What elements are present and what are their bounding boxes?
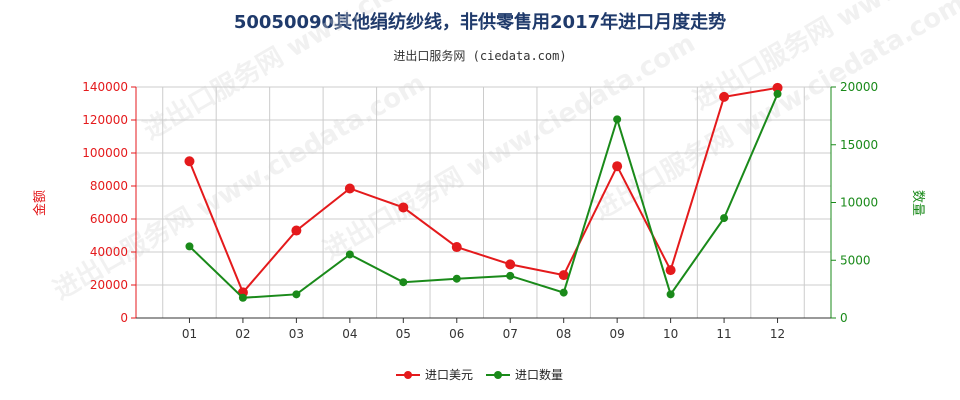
y-left-tick-label: 80000: [90, 179, 128, 193]
watermark-text: 进出口服务网 www.ciedata.com: [319, 28, 701, 266]
y-right-tick-label: 5000: [840, 253, 871, 267]
x-tick-label: 10: [663, 327, 678, 341]
data-point-quantity: [613, 115, 622, 124]
legend-label-amount: 进口美元: [425, 368, 473, 382]
data-point-quantity: [345, 250, 354, 259]
x-tick-label: 07: [503, 327, 518, 341]
y-left-tick-label: 60000: [90, 212, 128, 226]
data-point-quantity: [399, 278, 408, 287]
y-right-tick-label: 15000: [840, 138, 878, 152]
x-tick-label: 05: [396, 327, 411, 341]
data-point-amount: [505, 259, 516, 270]
data-point-amount: [719, 91, 730, 102]
chart-subtitle: 进出口服务网 (ciedata.com): [393, 49, 567, 63]
data-point-quantity: [773, 89, 782, 98]
legend: 进口美元 进口数量: [396, 367, 563, 382]
data-point-quantity: [238, 293, 247, 302]
data-point-amount: [558, 270, 569, 281]
axes-layer: 0200004000060000800001000001200001400000…: [32, 80, 925, 341]
legend-marker-quantity: [494, 371, 502, 379]
series-layer: [184, 82, 783, 302]
y-right-tick-label: 10000: [840, 196, 878, 210]
data-point-amount: [398, 202, 409, 213]
y-right-tick-label: 20000: [840, 80, 878, 94]
y-left-tick-label: 0: [120, 311, 128, 325]
x-tick-label: 12: [770, 327, 785, 341]
data-point-amount: [612, 161, 623, 172]
data-point-quantity: [720, 214, 729, 223]
data-point-quantity: [292, 290, 301, 299]
x-tick-label: 11: [716, 327, 731, 341]
y-left-tick-label: 40000: [90, 245, 128, 259]
y-left-tick-label: 100000: [82, 146, 128, 160]
x-tick-label: 01: [182, 327, 197, 341]
data-point-amount: [184, 156, 195, 167]
data-point-quantity: [559, 288, 568, 297]
data-point-amount: [772, 82, 783, 93]
data-point-quantity: [506, 271, 515, 280]
y-axis-right-title: 数量: [910, 190, 925, 216]
x-tick-label: 08: [556, 327, 571, 341]
data-point-quantity: [666, 290, 675, 299]
x-tick-label: 02: [235, 327, 250, 341]
x-tick-label: 09: [610, 327, 625, 341]
series-line-amount: [188, 86, 778, 295]
x-tick-label: 04: [342, 327, 357, 341]
chart-title: 50050090其他绢纺纱线，非供零售用2017年进口月度走势: [233, 12, 727, 33]
data-point-quantity: [185, 242, 194, 251]
y-axis-left-title: 金额: [32, 190, 48, 216]
y-left-tick-label: 20000: [90, 278, 128, 292]
legend-marker-amount: [404, 371, 412, 379]
data-point-amount: [344, 183, 355, 194]
data-point-quantity: [452, 274, 461, 283]
x-tick-label: 03: [289, 327, 304, 341]
y-right-tick-label: 0: [840, 311, 848, 325]
data-point-amount: [665, 265, 676, 276]
y-left-tick-label: 120000: [82, 113, 128, 127]
series-line-quantity: [188, 93, 779, 299]
legend-label-quantity: 进口数量: [515, 367, 563, 382]
x-tick-label: 06: [449, 327, 464, 341]
data-point-amount: [291, 225, 302, 236]
y-left-tick-label: 140000: [82, 80, 128, 94]
data-point-amount: [451, 242, 462, 253]
grid-layer: [136, 86, 831, 319]
